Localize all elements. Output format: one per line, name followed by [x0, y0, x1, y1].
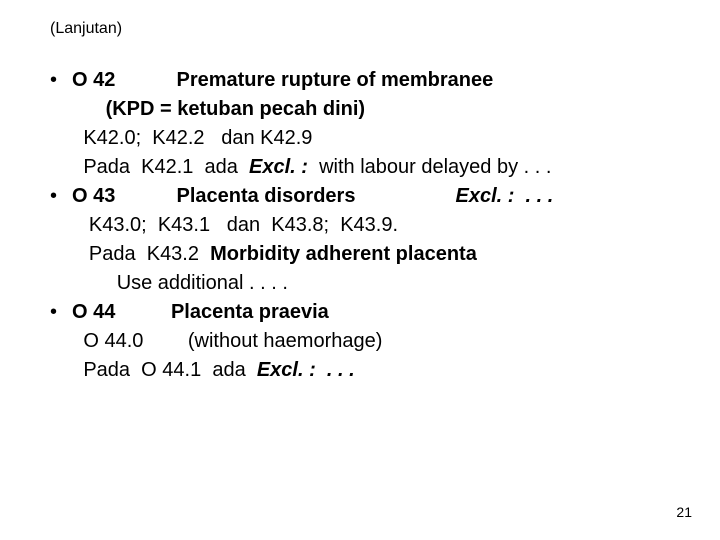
b1-sub3-pre: Pada K42.1 ada: [83, 156, 249, 178]
bullet-icon: •: [50, 298, 72, 327]
bullet-2-line-2: K43.0; K43.1 dan K43.8; K43.9.: [50, 211, 670, 240]
slide-body: •O 42 Premature rupture of membranee (KP…: [50, 66, 670, 385]
b2-code: O 43: [72, 185, 115, 207]
b1-sub3-post: with labour delayed by . . .: [308, 156, 551, 178]
b1-sub2: K42.0; K42.2 dan K42.9: [83, 127, 312, 149]
bullet-icon: •: [50, 66, 72, 95]
b3-sub1-text: (without haemorhage): [188, 330, 383, 352]
bullet-3-line-3: Pada O 44.1 ada Excl. : . . .: [50, 356, 670, 385]
b3-sub2-pre: Pada O 44.1 ada: [83, 359, 256, 381]
b3-code: O 44: [72, 301, 115, 323]
b3-title: Placenta praevia: [171, 301, 329, 323]
page-number: 21: [676, 504, 692, 520]
b2-sub1: K43.0; K43.1 dan K43.8; K43.9.: [83, 214, 398, 236]
b2-title-right: Excl. : . . .: [455, 185, 553, 207]
b2-sub3: Use additional . . . .: [117, 272, 288, 294]
bullet-icon: •: [50, 182, 72, 211]
bullet-1-line-4: Pada K42.1 ada Excl. : with labour delay…: [50, 153, 670, 182]
bullet-1-line-2: (KPD = ketuban pecah dini): [50, 95, 670, 124]
bullet-1-line-1: •O 42 Premature rupture of membranee: [50, 66, 670, 95]
bullet-3-line-1: •O 44 Placenta praevia: [50, 298, 670, 327]
slide: (Lanjutan) •O 42 Premature rupture of me…: [0, 0, 720, 540]
b1-sub3-em: Excl. :: [249, 156, 308, 178]
b2-title: Placenta disorders: [176, 185, 355, 207]
b3-sub1-code: O 44.0: [83, 330, 143, 352]
bullet-1-line-3: K42.0; K42.2 dan K42.9: [50, 124, 670, 153]
b3-sub2-em: Excl. : . . .: [257, 359, 355, 381]
bullet-2-line-3: Pada K43.2 Morbidity adherent placenta: [50, 240, 670, 269]
b2-sub2-bold: Morbidity adherent placenta: [210, 243, 477, 265]
bullet-2-line-4: Use additional . . . .: [50, 269, 670, 298]
bullet-3-line-2: O 44.0 (without haemorhage): [50, 327, 670, 356]
b1-sub1: (KPD = ketuban pecah dini): [106, 98, 365, 120]
bullet-2-line-1: •O 43 Placenta disorders Excl. : . . .: [50, 182, 670, 211]
b1-code: O 42: [72, 69, 115, 91]
b2-sub2-pre: Pada K43.2: [83, 243, 210, 265]
b1-title: Premature rupture of membranee: [176, 69, 493, 91]
slide-heading: (Lanjutan): [50, 20, 670, 38]
